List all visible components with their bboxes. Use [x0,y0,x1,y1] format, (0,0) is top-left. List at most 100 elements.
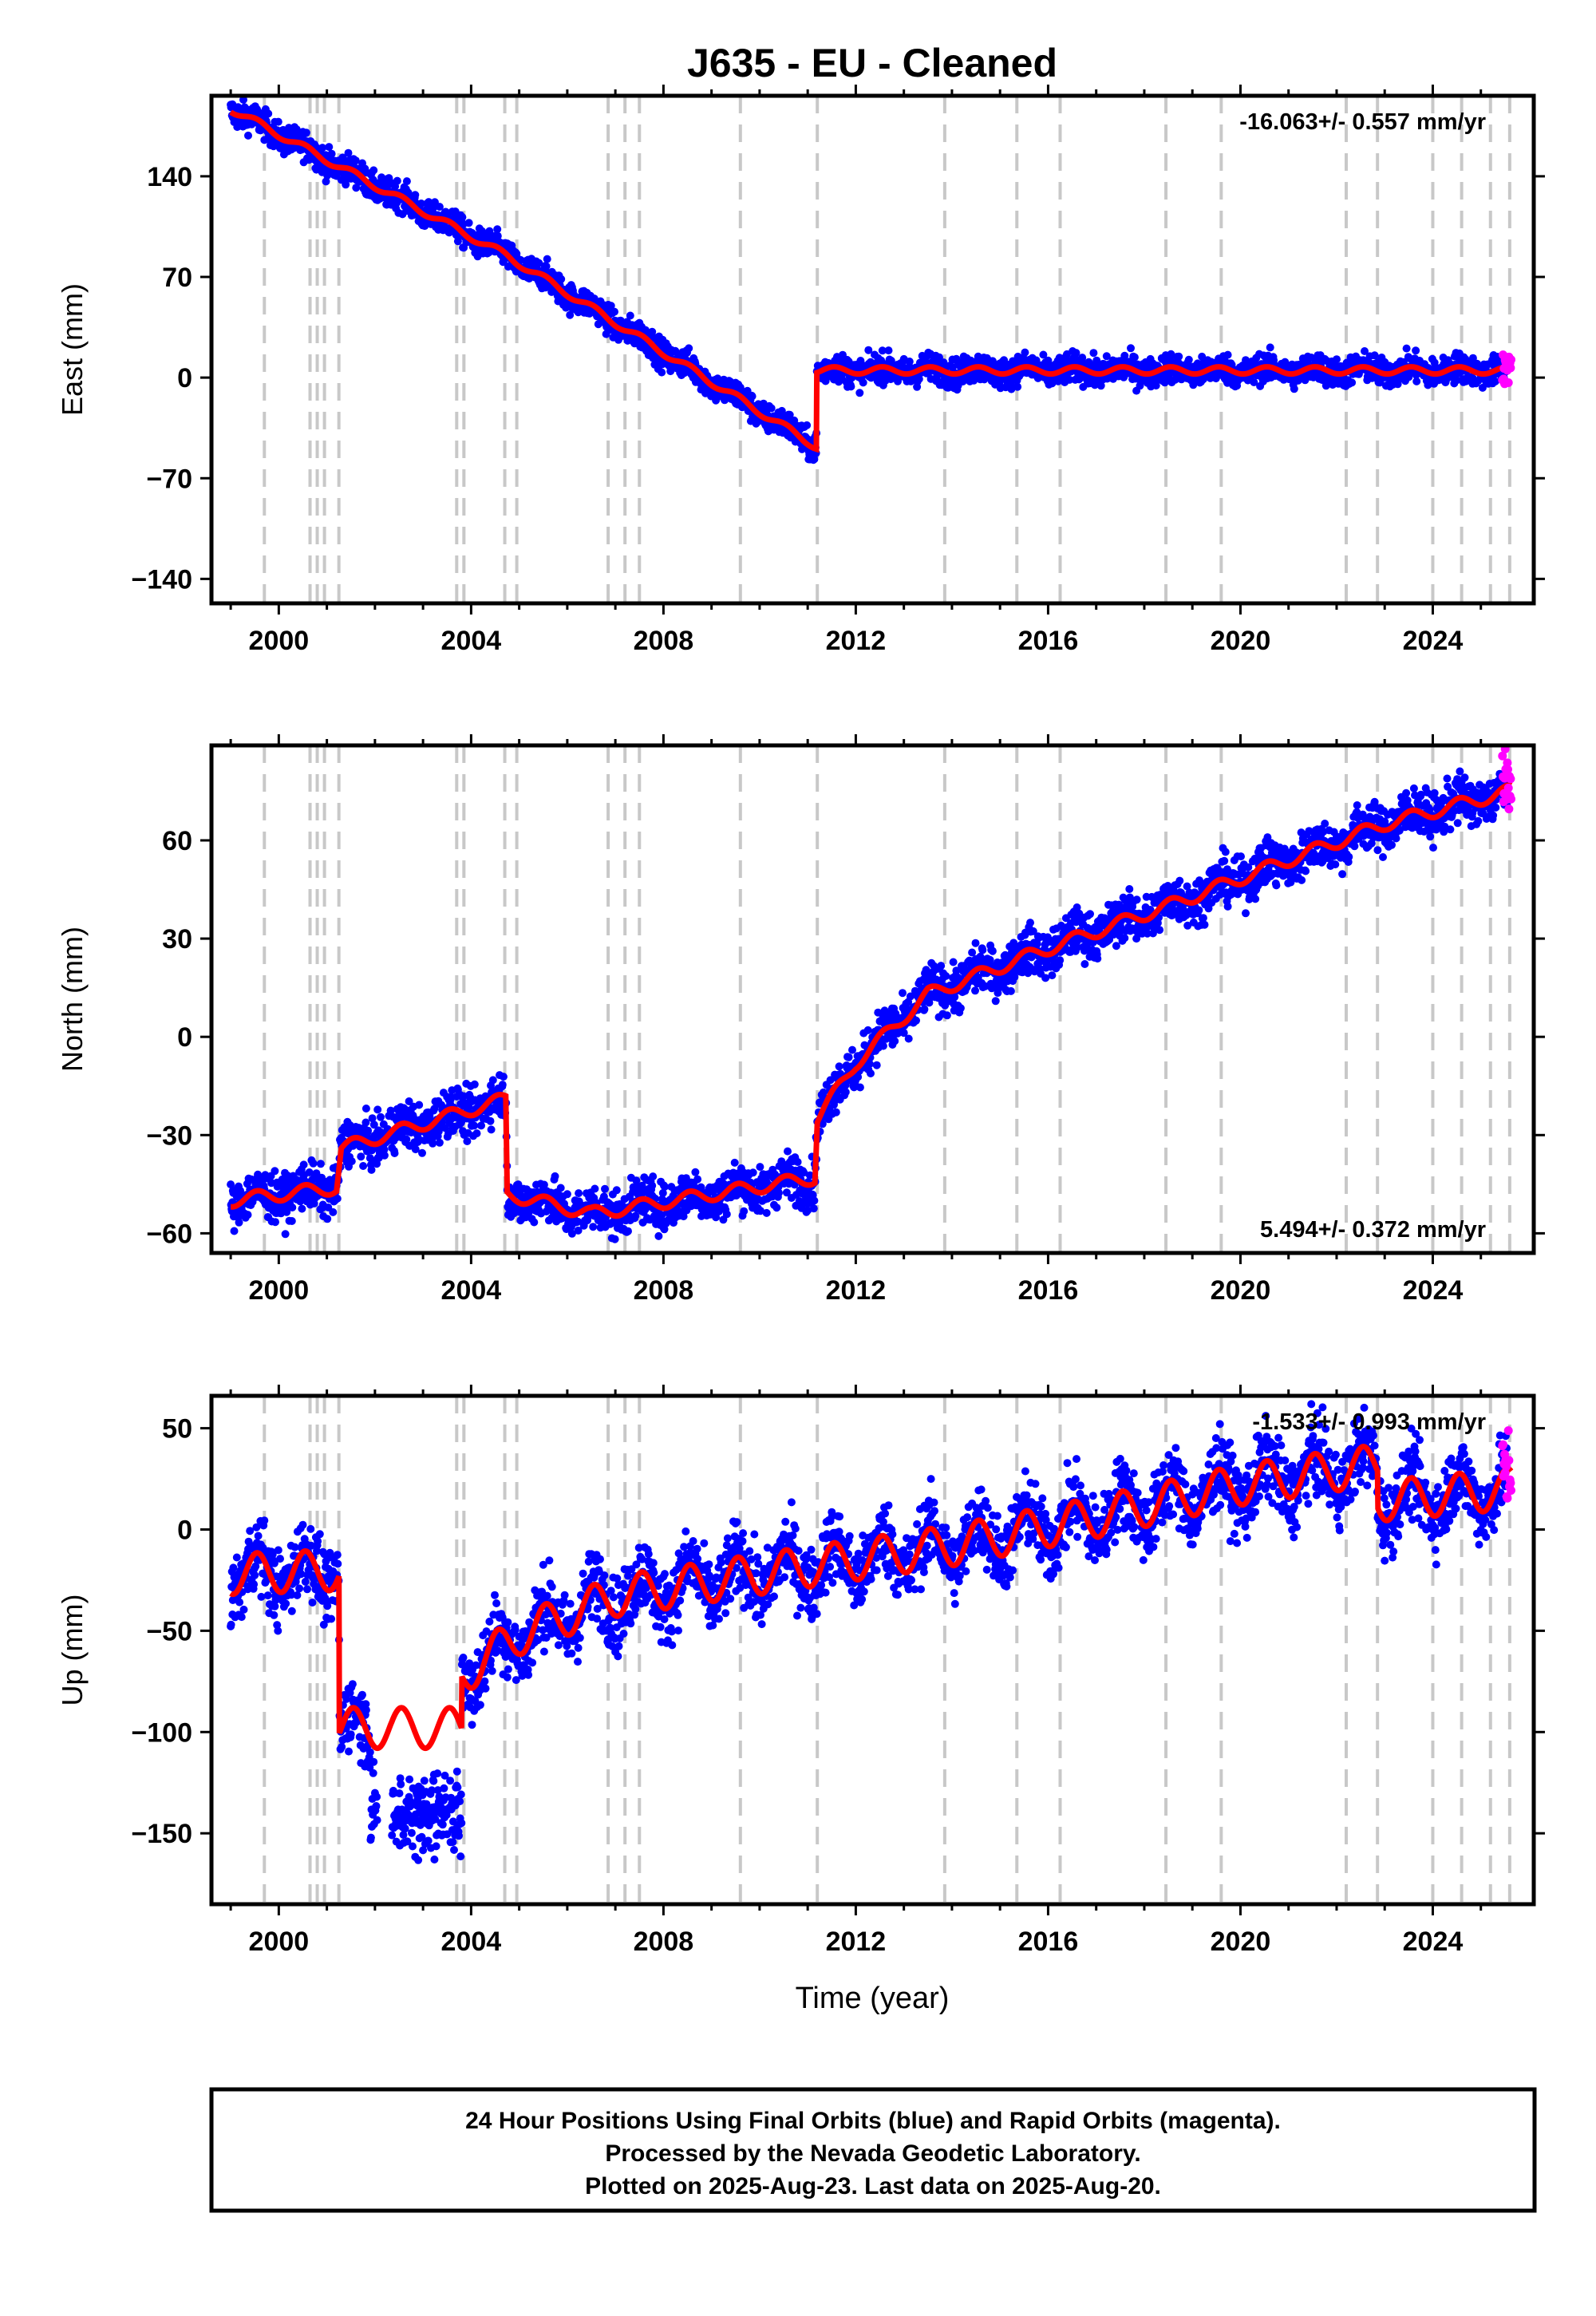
daily-position-point [1120,351,1129,360]
daily-position-point [1013,382,1022,391]
daily-position-point [841,1088,850,1097]
plot-frame [209,93,1536,606]
daily-position-point [939,358,948,367]
daily-position-point [601,1184,609,1193]
daily-position-point [309,1159,318,1168]
daily-position-point [243,1211,252,1219]
daily-position-point [1056,956,1065,965]
daily-position-point [551,1172,559,1180]
daily-position-point [271,1218,279,1227]
daily-position-point [264,109,273,118]
daily-position-point [730,1158,739,1167]
daily-position-point [1250,378,1258,386]
daily-position-point [373,1105,382,1114]
daily-position-point [887,356,895,365]
daily-position-point [767,404,776,413]
daily-position-point [697,1183,705,1192]
y-axis-label: East (mm) [56,283,89,416]
daily-position-point [1039,350,1048,359]
daily-position-point [884,346,893,355]
daily-position-point [1361,347,1369,355]
daily-position-point [800,1168,808,1177]
daily-position-point [920,1005,929,1014]
daily-position-point [685,344,693,353]
daily-position-point [325,143,334,152]
daily-position-point [631,1211,640,1220]
daily-position-point [574,1217,582,1226]
daily-position-point [429,1139,437,1148]
daily-position-point [287,1217,296,1225]
y-tick-label: 0 [177,363,192,393]
daily-position-point [804,1206,812,1215]
daily-position-point [567,1229,576,1238]
daily-position-point [1072,349,1080,358]
daily-position-point [1402,344,1411,353]
daily-position-point [782,1188,791,1197]
daily-position-point [878,346,887,355]
daily-position-point [418,1148,426,1157]
daily-position-point [535,259,543,267]
daily-position-point [543,255,551,263]
model-fit-line [229,109,1512,453]
daily-position-point [1290,385,1298,393]
daily-position-point [591,1184,599,1193]
daily-position-point [464,219,473,227]
daily-position-point [624,1227,632,1235]
daily-position-point [1089,349,1098,358]
daily-position-point [612,1186,621,1195]
daily-position-point [499,1073,508,1081]
daily-position-point [722,1210,731,1219]
daily-position-point [819,1088,828,1097]
daily-position-point [1266,343,1274,352]
daily-position-point [1370,351,1379,360]
daily-position-point [563,1190,571,1199]
daily-position-point [864,346,873,354]
daily-position-point [380,1151,389,1160]
daily-position-point [453,237,462,246]
daily-position-point [1468,354,1477,362]
y-tick-label: −140 [131,564,192,595]
daily-position-point [649,1172,658,1181]
daily-position-point [402,1135,411,1144]
velocity-label: -16.063+/- 0.557 mm/yr [1239,109,1486,135]
daily-position-point [1491,377,1499,385]
x-tick-label: 2008 [634,626,694,656]
daily-position-point [470,1121,479,1130]
daily-position-point [867,1069,875,1077]
daily-position-point [357,1152,365,1161]
daily-position-point [316,1160,325,1168]
daily-position-point [390,1149,399,1157]
daily-position-point [244,131,252,140]
daily-position-point [658,1188,667,1197]
daily-position-point [648,327,657,336]
daily-position-point [942,1011,951,1020]
daily-position-point [322,177,330,186]
daily-position-point [756,1163,764,1172]
daily-position-point [487,1125,496,1134]
daily-position-point [762,1208,771,1217]
daily-position-point [661,1183,669,1191]
daily-position-point [606,302,615,310]
daily-position-point [282,1207,291,1216]
daily-position-point [575,1189,583,1198]
daily-position-point [386,1106,395,1115]
daily-position-point [435,1138,444,1147]
daily-position-point [855,389,864,397]
daily-position-point [859,378,867,387]
daily-position-point [302,128,310,137]
daily-position-point [775,1188,783,1197]
daily-position-point [772,1203,781,1212]
daily-position-point [377,1113,385,1121]
daily-position-point [589,1223,598,1231]
daily-position-point [1026,919,1034,927]
daily-position-point [978,946,987,954]
north-panel: 2000 2004 2008 2012 2016 2020 202460300−30−60N… [56,734,1545,1306]
daily-position-point [872,1061,881,1069]
daily-position-point [905,358,914,366]
daily-position-point [463,1137,472,1145]
daily-position-point [1054,377,1062,385]
daily-position-point [648,1181,657,1190]
daily-position-point [809,1204,818,1213]
daily-position-point [1393,380,1402,389]
